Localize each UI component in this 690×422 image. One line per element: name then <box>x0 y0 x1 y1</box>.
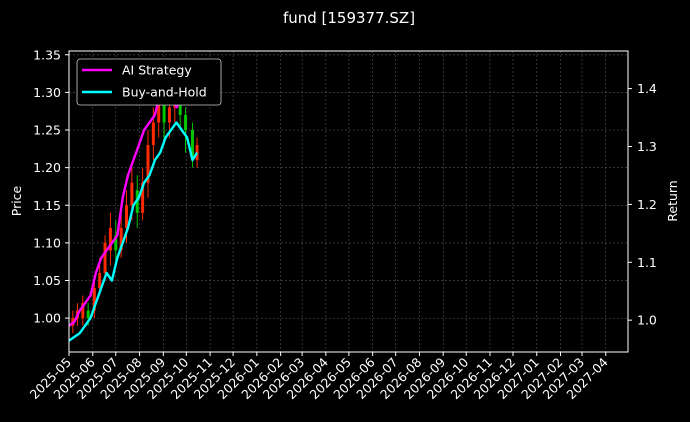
candle <box>81 295 85 326</box>
y2-tick-label: 1.1 <box>637 255 657 270</box>
candle-body <box>184 114 188 131</box>
series-line-ai-strategy <box>68 76 199 327</box>
candle <box>114 220 118 266</box>
candle-body <box>125 205 129 228</box>
candle-body <box>157 92 161 123</box>
y-tick-label: 1.00 <box>33 311 61 326</box>
legend-label: AI Strategy <box>122 63 192 78</box>
candle <box>108 212 112 266</box>
candle <box>92 280 96 319</box>
y-tick-label: 1.35 <box>33 47 61 62</box>
candle-body <box>130 182 134 206</box>
chart-title: fund [159377.SZ] <box>283 9 415 27</box>
candle <box>146 130 150 198</box>
candle-body <box>86 310 90 319</box>
candle-body <box>98 272 102 289</box>
y2-tick-label: 1.0 <box>637 313 657 328</box>
y-tick-label: 1.30 <box>33 85 61 100</box>
candle-body <box>162 99 166 123</box>
candlesticks <box>71 69 199 334</box>
candle-body <box>108 227 112 251</box>
candle-body <box>151 122 155 146</box>
y-axis-label: Price <box>9 185 24 216</box>
candle-body <box>190 130 194 161</box>
candle <box>141 167 145 221</box>
y2-tick-label: 1.3 <box>637 139 657 154</box>
y2-tick-label: 1.4 <box>637 81 657 96</box>
candle-body <box>141 182 145 213</box>
legend-label: Buy-and-Hold <box>122 85 207 100</box>
series-line-buy-and-hold <box>68 121 199 342</box>
candle-body <box>146 145 150 183</box>
grid <box>68 51 628 352</box>
y-tick-label: 1.10 <box>33 235 61 250</box>
candle-body <box>103 242 107 273</box>
legend-box <box>76 58 222 106</box>
candle <box>184 107 188 153</box>
candle-body <box>119 227 123 251</box>
candle <box>103 235 107 281</box>
candle-body <box>114 235 118 251</box>
y-tick-label: 1.15 <box>33 198 61 213</box>
candle-body <box>167 107 171 123</box>
candle-body <box>81 303 85 319</box>
candle-body <box>92 288 96 311</box>
series-lines <box>68 76 199 342</box>
y2-axis-label: Return <box>665 180 680 221</box>
y-tick-label: 1.05 <box>33 273 61 288</box>
y-tick-label: 1.25 <box>33 123 61 138</box>
legend: AI Strategy Buy-and-Hold <box>76 58 222 106</box>
y2-tick-label: 1.2 <box>637 197 657 212</box>
y-tick-label: 1.20 <box>33 160 61 175</box>
